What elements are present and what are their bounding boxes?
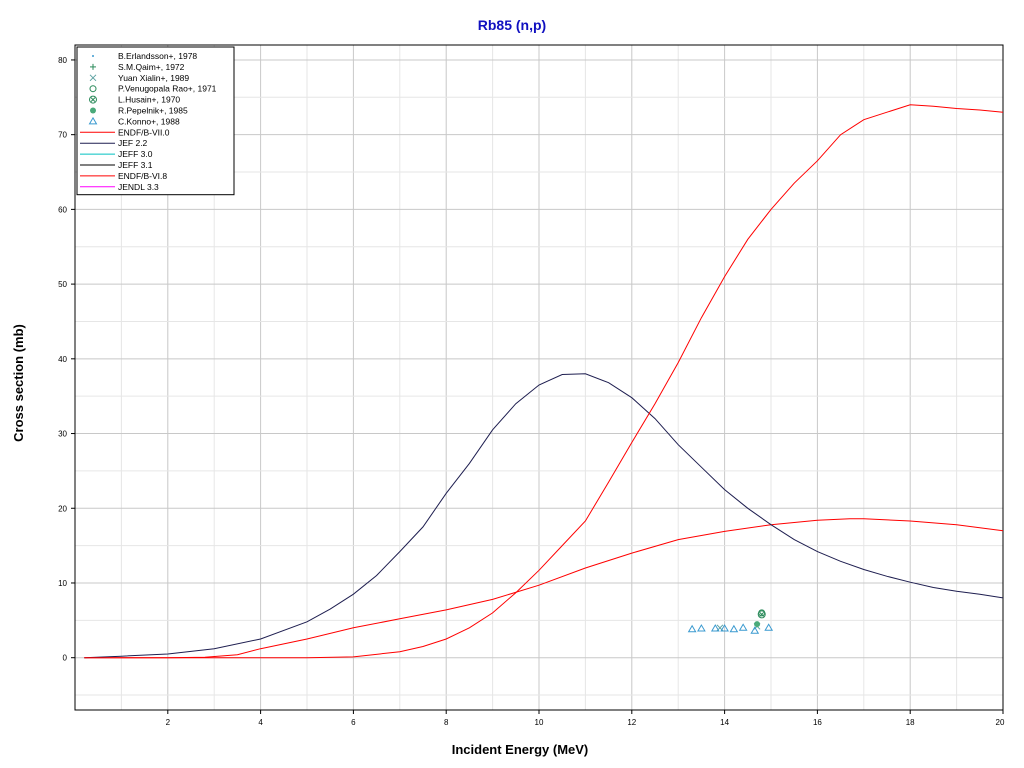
experimental-points: [687, 609, 774, 634]
legend-marker: [90, 107, 96, 114]
x-tick-label: 18: [906, 718, 915, 727]
x-tick-label: 8: [444, 718, 449, 727]
series-line-endf-b-vi-8: [84, 104, 1004, 659]
x-tick-label: 16: [813, 718, 822, 727]
legend-marker: [92, 55, 94, 57]
legend-entry: P.Venugopala Rao+, 1971: [118, 84, 217, 94]
data-point: [754, 621, 761, 628]
chart-title: Rb85 (n,p): [478, 17, 546, 33]
legend-marker: [90, 63, 96, 70]
y-tick-label: 70: [58, 131, 67, 140]
y-tick-label: 10: [58, 579, 67, 588]
data-point: [697, 624, 706, 632]
series-lines: [84, 104, 1004, 659]
legend-marker: [89, 85, 97, 93]
legend-entry: JEFF 3.0: [118, 149, 153, 159]
legend-entry: S.M.Qaim+, 1972: [118, 62, 185, 72]
legend-marker: [88, 116, 98, 125]
x-tick-label: 4: [258, 718, 263, 727]
x-tick-label: 2: [166, 718, 171, 727]
y-tick-label: 50: [58, 280, 67, 289]
y-axis-label: Cross section (mb): [11, 324, 26, 442]
legend-entry: JENDL 3.3: [118, 182, 159, 192]
y-tick-label: 0: [63, 654, 68, 663]
y-tick-label: 80: [58, 56, 67, 65]
data-point: [750, 626, 760, 634]
y-tick-label: 30: [58, 430, 67, 439]
data-point: [764, 623, 774, 631]
legend-entry: R.Pepelnik+, 1985: [118, 106, 188, 116]
legend-entry: ENDF/B-VII.0: [118, 127, 170, 137]
legend-entry: JEFF 3.1: [118, 160, 153, 170]
legend-entry: JEF 2.2: [118, 138, 148, 148]
legend-entry: Yuan Xialin+, 1989: [118, 73, 189, 83]
x-tick-label: 12: [627, 718, 636, 727]
data-point: [738, 623, 748, 631]
y-tick-label: 60: [58, 205, 67, 214]
series-line-endf-b-vii-0: [84, 518, 1004, 659]
series-line-jef-2-2: [84, 373, 1004, 659]
legend-entry: ENDF/B-VI.8: [118, 171, 167, 181]
y-tick-label: 40: [58, 355, 67, 364]
axis-ticks: 2 4 6 8 10 12 14 16 18 20 0 10 20 30 40 50 60 70 80: [58, 56, 1005, 727]
data-point: [757, 610, 766, 619]
legend-entry: L.Husain+, 1970: [118, 95, 180, 105]
data-point: [710, 624, 720, 632]
legend-marker: [89, 95, 97, 104]
data-point: [687, 624, 697, 633]
legend-entry: B.Erlandsson+, 1978: [118, 51, 197, 61]
x-tick-label: 20: [996, 718, 1005, 727]
data-point: [720, 624, 729, 632]
x-tick-label: 10: [535, 718, 544, 727]
x-tick-label: 6: [351, 718, 356, 727]
y-tick-label: 20: [58, 504, 67, 513]
legend-marker: [89, 74, 97, 82]
legend-entry: C.Konno+, 1988: [118, 116, 180, 126]
legend-box: [76, 46, 235, 196]
x-tick-label: 14: [720, 718, 729, 727]
data-point: [729, 624, 739, 633]
x-axis-label: Incident Energy (MeV): [452, 742, 589, 757]
